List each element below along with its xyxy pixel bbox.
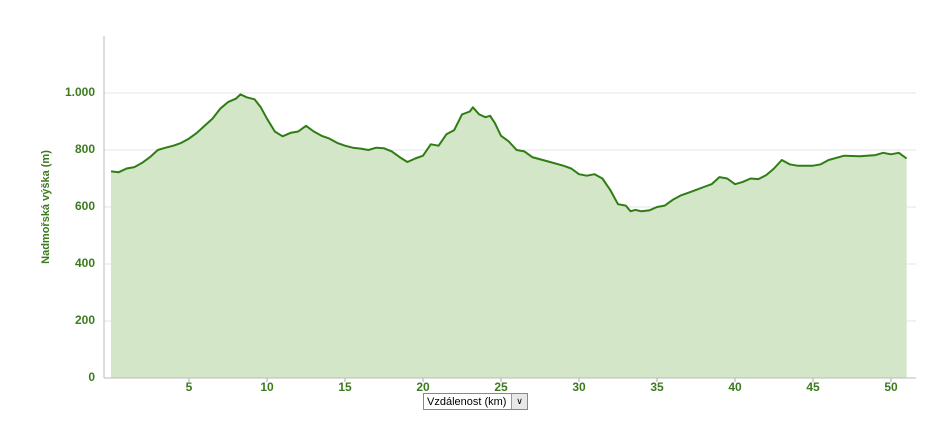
x-tick-label: 30 [572, 380, 586, 394]
x-axis-label: Vzdálenost (km) [427, 395, 507, 408]
y-tick-label: 0 [88, 370, 95, 384]
y-axis-label: Nadmořská výška (m) [40, 150, 52, 264]
x-tick-label: 20 [416, 380, 430, 394]
x-tick-label: 35 [650, 380, 664, 394]
x-tick-label: 10 [260, 380, 274, 394]
x-tick-label: 50 [884, 380, 898, 394]
y-tick-label: 800 [75, 142, 95, 156]
x-axis-select[interactable]: Vzdálenost (km) ∨ [423, 393, 528, 410]
x-tick-label: 25 [494, 380, 508, 394]
x-tick-label: 45 [806, 380, 820, 394]
select-arrow: ∨ [511, 394, 527, 409]
y-tick-label: 400 [75, 256, 95, 270]
y-tick-label: 200 [75, 313, 95, 327]
x-tick-label: 40 [728, 380, 742, 394]
x-tick-label: 15 [338, 380, 352, 394]
y-tick-label: 600 [75, 199, 95, 213]
line [110, 93, 908, 213]
x-tick-label: 5 [186, 380, 193, 394]
y-tick-label: 1.000 [65, 85, 95, 99]
area [111, 94, 907, 379]
